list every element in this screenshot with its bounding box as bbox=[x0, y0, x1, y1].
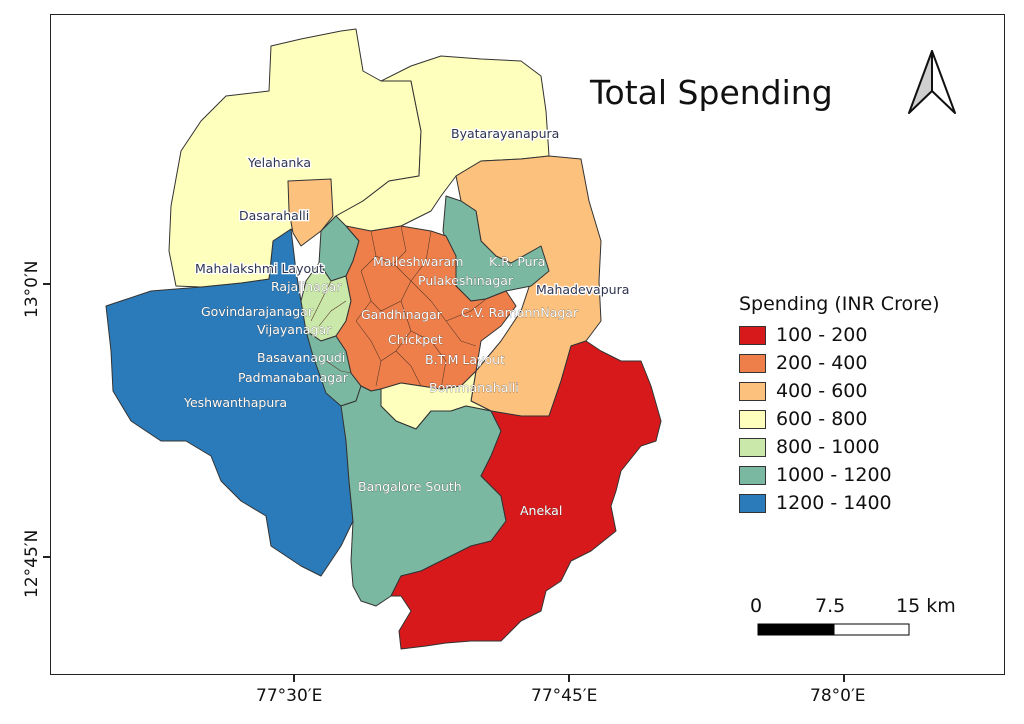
y-tick-1 bbox=[43, 283, 50, 285]
north-arrow-icon bbox=[908, 50, 956, 114]
label-kr-pura: K.R. Pura bbox=[489, 254, 545, 269]
legend-swatch bbox=[739, 437, 766, 457]
label-btm-layout: B.T.M Layout bbox=[425, 352, 505, 367]
map-canvas: Yelahanka Byatarayanapura Dasarahalli Ma… bbox=[105, 28, 956, 650]
label-padmanabanagar: Padmanabanagar bbox=[238, 370, 349, 385]
map-frame: Yelahanka Byatarayanapura Dasarahalli Ma… bbox=[50, 14, 1005, 675]
label-bommanahalli: Bommanahalli bbox=[429, 380, 519, 395]
label-govindarajanagar: Govindarajanagar bbox=[201, 304, 314, 319]
scale-bar bbox=[757, 623, 910, 636]
ward-boundaries bbox=[355, 225, 487, 390]
x-axis-label-77-30: 77°30′E bbox=[256, 686, 323, 706]
x-axis-label-77-45: 77°45′E bbox=[531, 686, 598, 706]
legend-label: 400 - 600 bbox=[776, 380, 868, 402]
legend-items: 100 - 200 200 - 400 400 - 600 600 - 800 800 … bbox=[739, 321, 940, 517]
label-cv-ramannagar: C.V. RamannNagar bbox=[461, 305, 579, 320]
region-dasarahalli bbox=[287, 178, 334, 247]
legend-swatch bbox=[739, 493, 766, 513]
legend-item: 1200 - 1400 bbox=[739, 489, 940, 517]
scale-label-15-km: 15 km bbox=[896, 595, 956, 617]
legend-item: 100 - 200 bbox=[739, 321, 940, 349]
legend-swatch bbox=[739, 325, 766, 345]
y-tick-2 bbox=[43, 556, 50, 558]
legend-label: 600 - 800 bbox=[776, 408, 868, 430]
legend-item: 800 - 1000 bbox=[739, 433, 940, 461]
legend-label: 1000 - 1200 bbox=[776, 464, 892, 486]
label-byatarayanapura: Byatarayanapura bbox=[451, 126, 559, 141]
legend-swatch bbox=[739, 381, 766, 401]
label-basavanagudi: Basavanagudi bbox=[257, 350, 345, 365]
x-tick-1 bbox=[293, 675, 295, 682]
label-yeshwanthapura: Yeshwanthapura bbox=[183, 395, 287, 410]
legend-swatch bbox=[739, 465, 766, 485]
legend-item: 400 - 600 bbox=[739, 377, 940, 405]
legend-title: Spending (INR Crore) bbox=[739, 293, 940, 315]
label-gandhinagar: Gandhinagar bbox=[361, 307, 443, 322]
label-vijayanagar: Vijayanagar bbox=[257, 322, 332, 337]
map-title: Total Spending bbox=[590, 73, 833, 112]
region-byatarayanapura bbox=[335, 55, 550, 232]
label-pulakeshinagar: Pulakeshinagar bbox=[418, 273, 514, 288]
label-chickpet: Chickpet bbox=[388, 332, 443, 347]
legend-item: 1000 - 1200 bbox=[739, 461, 940, 489]
region-anekal bbox=[390, 340, 662, 650]
ward-boundaries-2 bbox=[310, 280, 352, 374]
y-axis-label-13-0: 13°0′N bbox=[22, 260, 42, 318]
scale-label-0: 0 bbox=[750, 595, 763, 617]
label-mahalakshmi-layout: Mahalakshmi Layout bbox=[195, 261, 324, 276]
label-bangalore-south: Bangalore South bbox=[358, 479, 462, 494]
legend-label: 1200 - 1400 bbox=[776, 492, 892, 514]
label-yelahanka: Yelahanka bbox=[247, 155, 311, 170]
legend-item: 200 - 400 bbox=[739, 349, 940, 377]
label-rajajinagar: Rajajinagar bbox=[271, 279, 342, 294]
legend-swatch bbox=[739, 409, 766, 429]
label-malleshwaram: Malleshwaram bbox=[373, 254, 463, 269]
label-anekal: Anekal bbox=[520, 503, 562, 518]
x-axis-label-78-0: 78°0′E bbox=[810, 686, 866, 706]
x-tick-3 bbox=[843, 675, 845, 682]
legend-swatch bbox=[739, 353, 766, 373]
legend-item: 600 - 800 bbox=[739, 405, 940, 433]
legend: Spending (INR Crore) 100 - 200 200 - 400 4… bbox=[739, 293, 940, 517]
legend-label: 100 - 200 bbox=[776, 324, 868, 346]
legend-label: 200 - 400 bbox=[776, 352, 868, 374]
scale-label-7-5: 7.5 bbox=[815, 595, 846, 617]
x-tick-2 bbox=[568, 675, 570, 682]
y-axis-label-12-45: 12°45′N bbox=[22, 529, 42, 598]
label-dasarahalli: Dasarahalli bbox=[239, 208, 309, 223]
legend-label: 800 - 1000 bbox=[776, 436, 880, 458]
label-mahadevapura: Mahadevapura bbox=[536, 282, 629, 297]
